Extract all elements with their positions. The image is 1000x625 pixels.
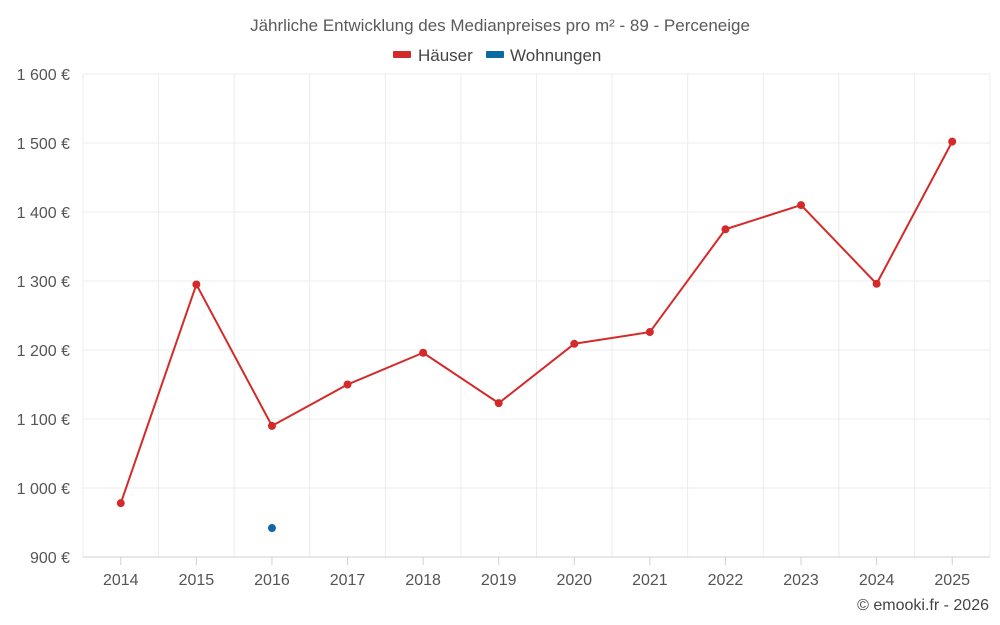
data-point-haeuser-2017[interactable] bbox=[343, 380, 352, 389]
data-point-haeuser-2014[interactable] bbox=[116, 499, 125, 508]
x-tick-label-2025: 2025 bbox=[934, 572, 970, 589]
x-tick-label-2023: 2023 bbox=[783, 572, 819, 589]
x-tick-label-2015: 2015 bbox=[179, 572, 215, 589]
data-point-haeuser-2023[interactable] bbox=[797, 201, 806, 210]
x-tick-label-2022: 2022 bbox=[708, 572, 744, 589]
data-point-haeuser-2020[interactable] bbox=[570, 339, 579, 348]
y-tick-label: 1 500 € bbox=[17, 136, 70, 153]
legend-label-wohnungen: Wohnungen bbox=[510, 46, 601, 65]
x-tick-label-2020: 2020 bbox=[556, 572, 592, 589]
legend-label-haeuser: Häuser bbox=[418, 46, 473, 65]
y-axis: 900 € 1 000 € 1 100 € 1 200 € 1 300 € 1 400 €… bbox=[17, 67, 70, 567]
grid bbox=[82, 73, 991, 558]
legend-item-haeuser[interactable]: Häuser bbox=[393, 46, 473, 65]
legend-swatch-haeuser bbox=[393, 51, 411, 58]
x-tick-label-2018: 2018 bbox=[405, 572, 441, 589]
x-tick-label-2016: 2016 bbox=[254, 572, 290, 589]
legend: Häuser Wohnungen bbox=[393, 46, 601, 65]
data-point-haeuser-2024[interactable] bbox=[872, 279, 881, 288]
data-point-haeuser-2015[interactable] bbox=[192, 280, 201, 289]
series-line-haeuser bbox=[119, 141, 954, 504]
y-tick-label: 1 400 € bbox=[17, 205, 70, 222]
data-point-wohnungen-2016[interactable] bbox=[267, 524, 276, 533]
series-layer bbox=[116, 137, 957, 533]
x-tick-label-2014: 2014 bbox=[103, 572, 139, 589]
data-point-haeuser-2018[interactable] bbox=[419, 348, 428, 357]
legend-swatch-wohnungen bbox=[486, 51, 504, 58]
chart-title: Jährliche Entwicklung des Medianpreises … bbox=[250, 16, 750, 35]
data-point-haeuser-2025[interactable] bbox=[948, 137, 957, 146]
credit-text: © emooki.fr - 2026 bbox=[857, 597, 989, 614]
data-point-haeuser-2022[interactable] bbox=[721, 225, 730, 234]
x-tick-label-2019: 2019 bbox=[481, 572, 517, 589]
data-point-haeuser-2016[interactable] bbox=[267, 421, 276, 430]
y-tick-label: 1 100 € bbox=[17, 412, 70, 429]
y-tick-label: 1 200 € bbox=[17, 343, 70, 360]
x-tick-label-2017: 2017 bbox=[330, 572, 366, 589]
y-tick-label: 1 300 € bbox=[17, 274, 70, 291]
y-tick-label: 1 000 € bbox=[17, 481, 70, 498]
legend-item-wohnungen[interactable]: Wohnungen bbox=[486, 46, 601, 65]
x-axis: 2014 2015 2016 2017 2018 2019 2020 2021 2022 2023… bbox=[83, 556, 990, 589]
y-tick-label: 1 600 € bbox=[17, 67, 70, 84]
data-point-haeuser-2019[interactable] bbox=[494, 399, 503, 408]
data-point-haeuser-2021[interactable] bbox=[645, 328, 654, 337]
x-tick-label-2024: 2024 bbox=[859, 572, 895, 589]
x-tick-label-2021: 2021 bbox=[632, 572, 668, 589]
y-tick-label: 900 € bbox=[30, 550, 70, 567]
